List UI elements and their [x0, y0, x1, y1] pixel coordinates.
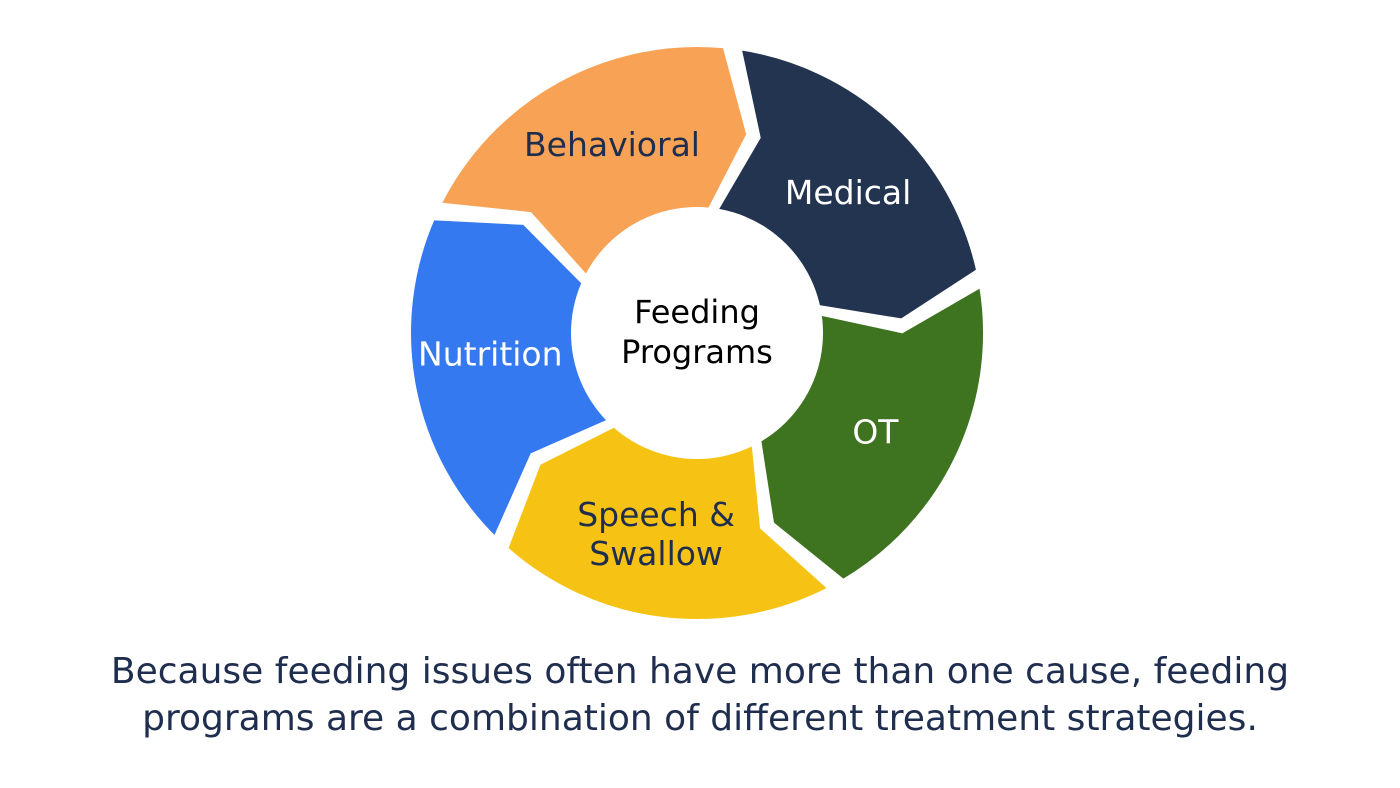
segment-label-medical: Medical [785, 173, 911, 212]
segment-label-behavioral: Behavioral [524, 125, 700, 164]
caption-line-2: programs are a combination of different … [142, 698, 1258, 739]
center-label-line-1: Feeding [634, 293, 760, 331]
segment-label-speech-swallow-line-2: Swallow [589, 534, 723, 573]
segment-label-speech-swallow-line-1: Speech & [577, 495, 735, 534]
center-circle [571, 207, 823, 459]
center-label-line-2: Programs [621, 333, 773, 371]
feeding-programs-cycle-diagram: Feeding Programs Behavioral Medical OT Spee… [407, 42, 987, 624]
segment-label-nutrition: Nutrition [418, 335, 563, 374]
segment-label-ot: OT [852, 412, 899, 451]
caption: Because feeding issues often have more t… [0, 648, 1400, 742]
caption-line-1: Because feeding issues often have more t… [110, 651, 1290, 692]
